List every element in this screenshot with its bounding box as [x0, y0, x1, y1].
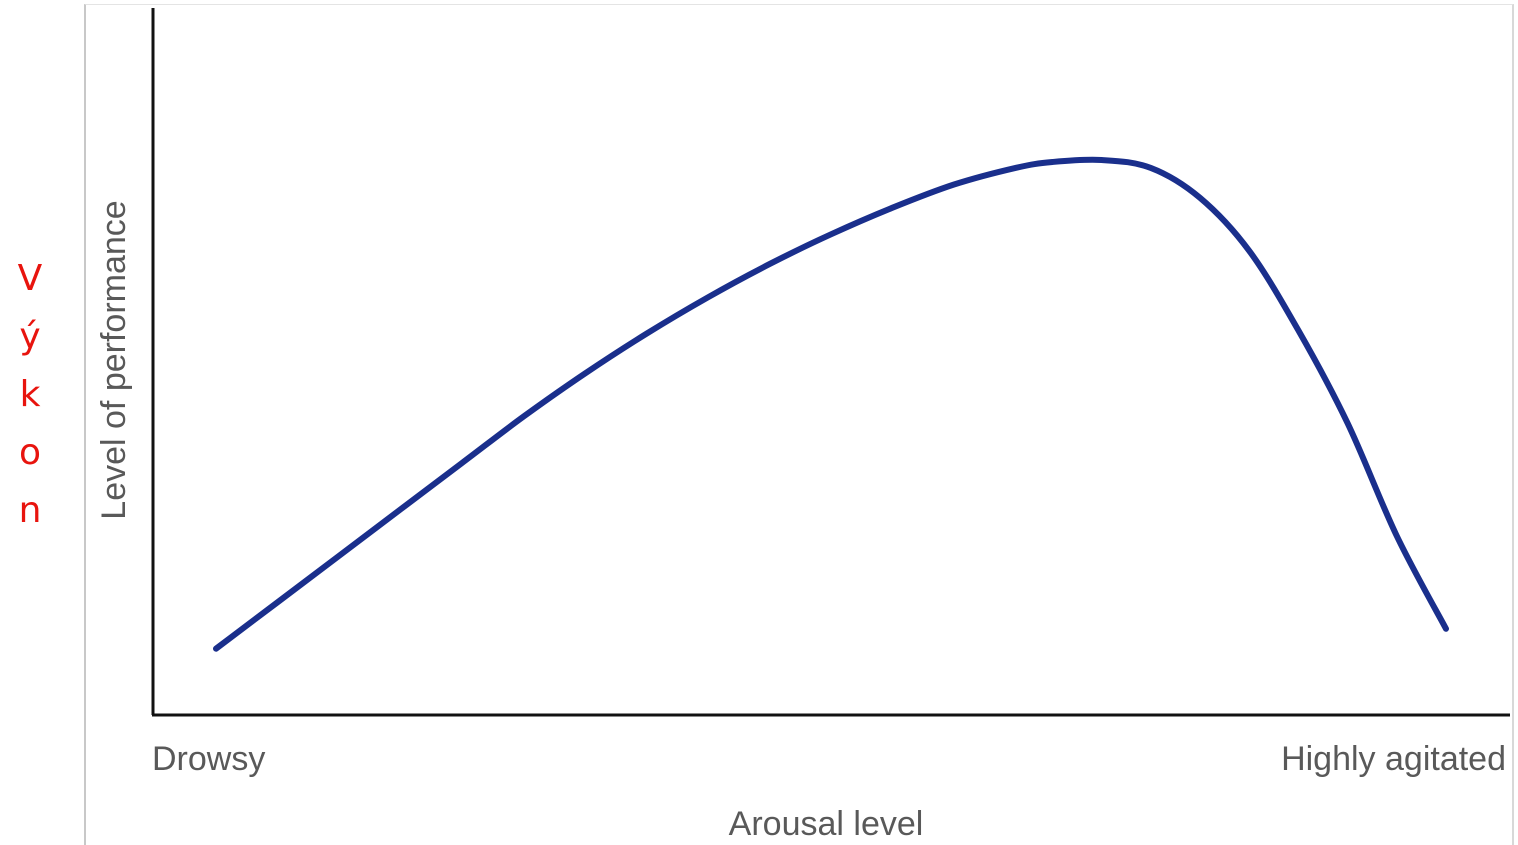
y-axis-label: Level of performance [95, 200, 133, 519]
side-label: V ý k o n [17, 258, 43, 531]
x-axis-label: Arousal level [729, 805, 924, 843]
performance-curve [213, 156, 1449, 652]
x-tick-label-highly-agitated: Highly agitated [1281, 740, 1506, 778]
x-tick-label-drowsy: Drowsy [152, 740, 265, 778]
chart-panel [84, 4, 1514, 845]
